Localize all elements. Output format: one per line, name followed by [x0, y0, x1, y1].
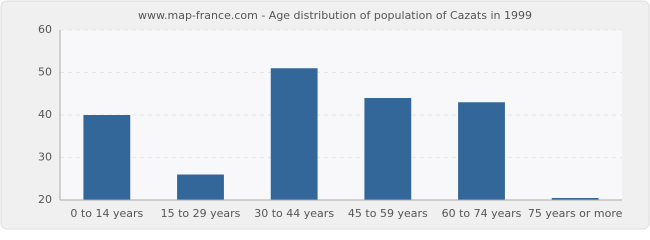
x-tick-label: 30 to 44 years: [254, 207, 334, 220]
y-tick-label: 60: [38, 23, 52, 36]
x-tick-label: 15 to 29 years: [161, 207, 241, 220]
x-tick-label: 60 to 74 years: [442, 207, 522, 220]
y-tick-label: 50: [38, 66, 52, 79]
x-tick-label: 75 years or more: [528, 207, 623, 220]
bar: [458, 102, 505, 200]
chart: www.map-france.com - Age distribution of…: [0, 0, 650, 230]
x-tick-label: 45 to 59 years: [348, 207, 428, 220]
y-tick-label: 30: [38, 151, 52, 164]
bar: [270, 68, 318, 200]
x-tick-label: 0 to 14 years: [70, 207, 143, 220]
bar: [364, 98, 412, 200]
bar: [177, 174, 224, 200]
bar: [83, 115, 131, 200]
bar: [551, 198, 599, 200]
y-tick-label: 40: [38, 108, 52, 121]
y-tick-label: 20: [38, 193, 52, 206]
chart-title: www.map-france.com - Age distribution of…: [138, 9, 532, 22]
